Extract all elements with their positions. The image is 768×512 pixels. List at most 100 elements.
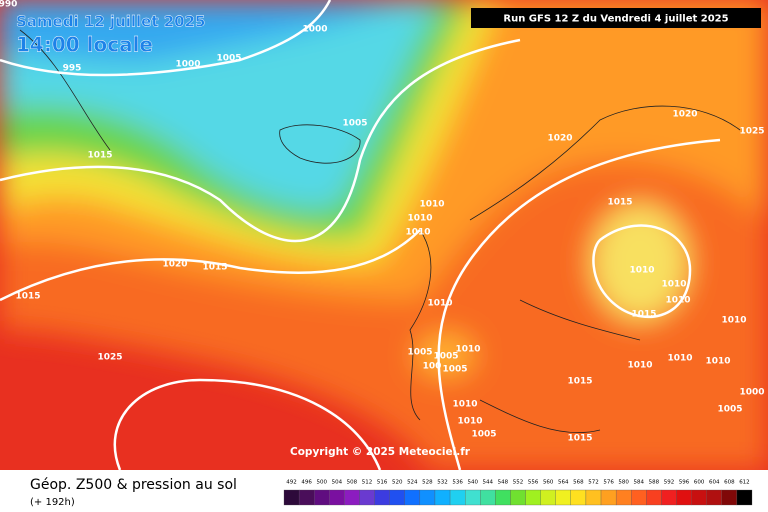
- isobar-label: 1005: [717, 405, 742, 415]
- scale-label: 524: [407, 480, 418, 486]
- scale-swatch: [661, 489, 677, 506]
- scale-label: 508: [347, 480, 358, 486]
- isobar-label: 995: [63, 64, 82, 74]
- isobar-label: 1005: [216, 54, 241, 64]
- scale-label: 588: [649, 480, 660, 486]
- isobar-label: 1010: [665, 296, 690, 306]
- scale-label: 516: [377, 480, 388, 486]
- isobar-label: 1010: [405, 228, 430, 238]
- scale-swatch: [555, 489, 571, 506]
- isobar-label: 1015: [87, 151, 112, 161]
- copyright: Copyright © 2025 Meteociel.fr: [290, 446, 471, 458]
- scale-swatch: [736, 489, 753, 506]
- scale-label: 592: [664, 480, 675, 486]
- scale-swatch: [570, 489, 587, 506]
- scale-swatch: [465, 489, 481, 506]
- scale-swatch: [510, 489, 526, 506]
- isobar-label: 1000: [739, 388, 764, 398]
- run-info: Run GFS 12 Z du Vendredi 4 juillet 2025: [503, 14, 728, 25]
- scale-swatch: [600, 489, 617, 506]
- scale-label: 528: [422, 480, 433, 486]
- scale-label: 556: [528, 480, 539, 486]
- scale-label: 540: [467, 480, 478, 486]
- scale-swatch: [359, 489, 375, 506]
- scale-label: 576: [603, 480, 614, 486]
- isobar-label: 1010: [721, 316, 746, 326]
- scale-label: 560: [543, 480, 554, 486]
- isobar-label: 1000: [302, 25, 327, 35]
- scale-swatch: [495, 489, 511, 506]
- footer-title: Géop. Z500 & pression au sol: [30, 477, 237, 493]
- scale-label: 580: [618, 480, 629, 486]
- scale-swatch: [480, 489, 496, 506]
- scale-label: 608: [724, 480, 735, 486]
- scale-label: 532: [437, 480, 448, 486]
- isobar-label: 1015: [15, 292, 40, 302]
- scale-swatch: [585, 489, 602, 506]
- isobar-label: 1010: [705, 357, 730, 367]
- scale-label: 568: [573, 480, 584, 486]
- scale-swatch: [449, 489, 466, 506]
- scale-swatch: [419, 489, 436, 506]
- scale-swatch: [314, 489, 330, 506]
- scale-swatch: [404, 489, 421, 506]
- scale-swatch: [374, 489, 390, 506]
- scale-label: 544: [483, 480, 494, 486]
- isobar-label: 1010: [661, 280, 686, 290]
- scale-label: 504: [332, 480, 343, 486]
- isobar-label: 1015: [567, 377, 592, 387]
- scale-label: 584: [634, 480, 645, 486]
- scale-swatch: [329, 489, 345, 506]
- isobar-label: 1010: [452, 400, 477, 410]
- isobar-label: 1025: [97, 353, 122, 363]
- scale-swatch: [434, 489, 451, 506]
- scale-label: 500: [316, 480, 327, 486]
- isobar-label: 1000: [175, 60, 200, 70]
- scale-swatch: [676, 489, 692, 506]
- scale-label: 604: [709, 480, 720, 486]
- scale-swatch: [691, 489, 707, 506]
- isobar-label: 1015: [202, 263, 227, 273]
- footer-lead: (+ 192h): [30, 497, 75, 508]
- scale-swatch: [706, 489, 722, 506]
- scale-swatch: [721, 489, 738, 506]
- isobar-label: 1005: [342, 119, 367, 129]
- scale-label: 512: [362, 480, 373, 486]
- scale-label: 612: [739, 480, 750, 486]
- scale-swatch: [283, 489, 300, 506]
- scale-swatch: [525, 489, 541, 506]
- forecast-time: 14:00 locale: [16, 33, 153, 57]
- isobar-label: 1010: [629, 266, 654, 276]
- isobar-label: 1005: [471, 430, 496, 440]
- isobar-label: 1020: [547, 134, 572, 144]
- scale-label: 596: [679, 480, 690, 486]
- scale-swatch: [389, 489, 405, 506]
- isobar-label: 1010: [455, 345, 480, 355]
- isobar-label: 1010: [427, 299, 452, 309]
- isobar-label: 1015: [567, 434, 592, 444]
- run-box: [471, 8, 761, 28]
- scale-swatch: [615, 489, 632, 506]
- scale-label: 536: [452, 480, 463, 486]
- isobar-label: 1010: [627, 361, 652, 371]
- isobar-label: 1010: [407, 214, 432, 224]
- isobar-label: 1005: [407, 348, 432, 358]
- isobar-label: 1020: [162, 260, 187, 270]
- scale-swatch: [631, 489, 647, 506]
- scale-label: 548: [498, 480, 509, 486]
- scale-label: 552: [513, 480, 524, 486]
- scale-label: 564: [558, 480, 569, 486]
- isobar-label: 1010: [667, 354, 692, 364]
- isobar-label: 1010: [419, 200, 444, 210]
- scale-swatch: [540, 489, 556, 506]
- scale-label: 600: [694, 480, 705, 486]
- isobar-label: 100: [423, 362, 442, 372]
- scale-swatch: [344, 489, 360, 506]
- forecast-date: Samedi 12 juillet 2025: [16, 13, 206, 31]
- isobar-label: 1020: [672, 110, 697, 120]
- isobar-label: 1005: [442, 365, 467, 375]
- scale-swatch: [646, 489, 662, 506]
- color-scale: 492 496 500 504 508 512 516 520 524 528 532 536 540 5…: [283, 480, 753, 506]
